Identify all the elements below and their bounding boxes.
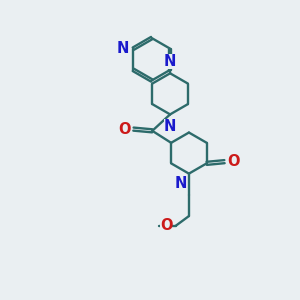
Text: N: N bbox=[116, 41, 129, 56]
Text: O: O bbox=[118, 122, 131, 136]
Text: N: N bbox=[175, 176, 187, 191]
Text: N: N bbox=[164, 118, 176, 134]
Text: O: O bbox=[160, 218, 172, 233]
Text: O: O bbox=[227, 154, 240, 169]
Text: N: N bbox=[164, 54, 176, 69]
